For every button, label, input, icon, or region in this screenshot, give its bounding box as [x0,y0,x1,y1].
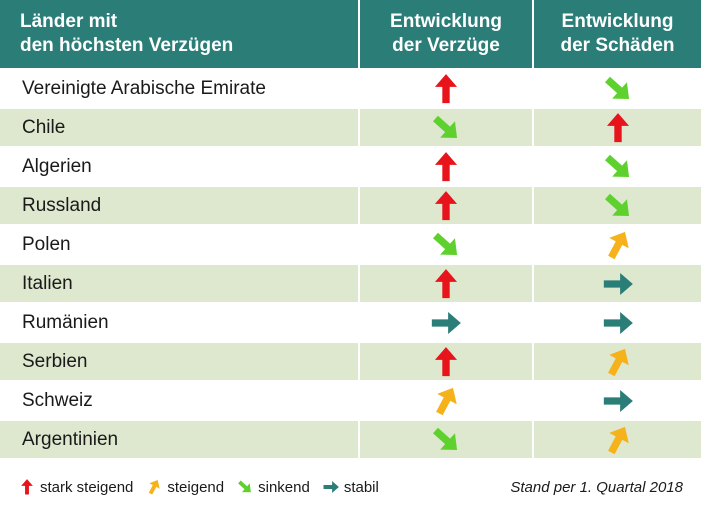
header-schaeden-line1: Entwicklung [561,11,674,32]
legend-label: steigend [167,478,225,496]
arrow-down-right-icon [433,115,458,138]
header-countries-line2: den höchsten Verzügen [20,35,234,56]
table-row: Schweiz [0,382,701,419]
arrow-right-icon [603,311,633,334]
arrow-right-icon [603,389,633,412]
legend: stark steigend steigend sinkend stabil Stan… [18,476,683,498]
table-row: Italien [0,265,701,302]
table-row: Russland [0,187,701,224]
table-row: Serbien [0,343,701,380]
schaeden-trend [534,70,701,107]
country-name: Argentinien [0,421,358,458]
verzuege-trend [360,421,532,458]
schaeden-trend [534,421,701,458]
verzuege-trend [360,187,532,224]
country-name: Polen [0,226,358,263]
trend-table: Länder mit den höchsten Verzügen Entwick… [0,0,701,458]
legend-item: stabil [322,478,379,496]
header-verzuege: Entwicklung der Verzüge [360,0,532,68]
schaeden-trend [534,382,701,419]
arrow-up-icon [21,479,33,495]
schaeden-trend [534,187,701,224]
arrow-up-icon [434,268,458,298]
arrow-up-right-icon [607,231,629,259]
header-verzuege-line2: der Verzüge [392,35,500,56]
schaeden-trend [534,109,701,146]
verzuege-trend [360,148,532,185]
legend-item: steigend [145,478,224,496]
verzuege-trend [360,70,532,107]
arrow-up-right-icon [607,348,629,376]
schaeden-trend [534,343,701,380]
arrow-down-right-icon [604,193,629,216]
legend-label: sinkend [258,478,310,496]
verzuege-trend [360,343,532,380]
table-row: Argentinien [0,421,701,458]
table-row: Polen [0,226,701,263]
verzuege-trend [360,109,532,146]
arrow-up-right-icon [436,387,457,415]
arrow-right-icon [603,272,633,295]
header-countries-line1: Länder mit [20,11,118,32]
legend-items: stark steigend steigend sinkend stabil [18,478,391,496]
legend-item: sinkend [236,478,310,496]
schaeden-trend [534,148,701,185]
legend-label: stark steigend [40,478,134,496]
legend-label: stabil [343,478,379,496]
verzuege-trend [360,265,532,302]
country-name: Italien [0,265,358,302]
arrow-down-right-icon [604,76,629,99]
table-row: Rumänien [0,304,701,341]
header-schaeden-line2: der Schäden [560,35,675,56]
country-name: Serbien [0,343,358,380]
arrow-up-icon [434,346,458,376]
table-row: Algerien [0,148,701,185]
schaeden-trend [534,265,701,302]
header-verzuege-line1: Entwicklung [390,11,502,32]
arrow-up-icon [434,151,458,181]
arrow-up-right-icon [149,480,161,495]
country-name: Algerien [0,148,358,185]
verzuege-trend [360,304,532,341]
schaeden-trend [534,304,701,341]
header-countries: Länder mit den höchsten Verzügen [0,0,358,68]
country-name: Vereinigte Arabische Emirate [0,70,358,107]
legend-item: stark steigend [18,478,133,496]
arrow-up-icon [434,73,458,103]
arrow-right-icon [431,311,461,334]
arrow-down-right-icon [433,427,458,450]
header-schaeden: Entwicklung der Schäden [534,0,701,68]
country-name: Chile [0,109,358,146]
table-header: Länder mit den höchsten Verzügen Entwick… [0,0,701,68]
arrow-up-icon [434,190,458,220]
table-body: Vereinigte Arabische Emirate Chile Algerie… [0,70,701,458]
schaeden-trend [534,226,701,263]
country-name: Schweiz [0,382,358,419]
verzuege-trend [360,382,532,419]
arrow-down-right-icon [238,480,251,493]
arrow-down-right-icon [433,232,458,255]
arrow-down-right-icon [604,154,629,177]
verzuege-trend [360,226,532,263]
arrow-up-right-icon [607,426,629,454]
stand-note: Stand per 1. Quartal 2018 [510,478,683,496]
country-name: Russland [0,187,358,224]
table-row: Chile [0,109,701,146]
country-name: Rumänien [0,304,358,341]
arrow-up-icon [606,112,629,142]
table-row: Vereinigte Arabische Emirate [0,70,701,107]
arrow-right-icon [323,481,339,493]
